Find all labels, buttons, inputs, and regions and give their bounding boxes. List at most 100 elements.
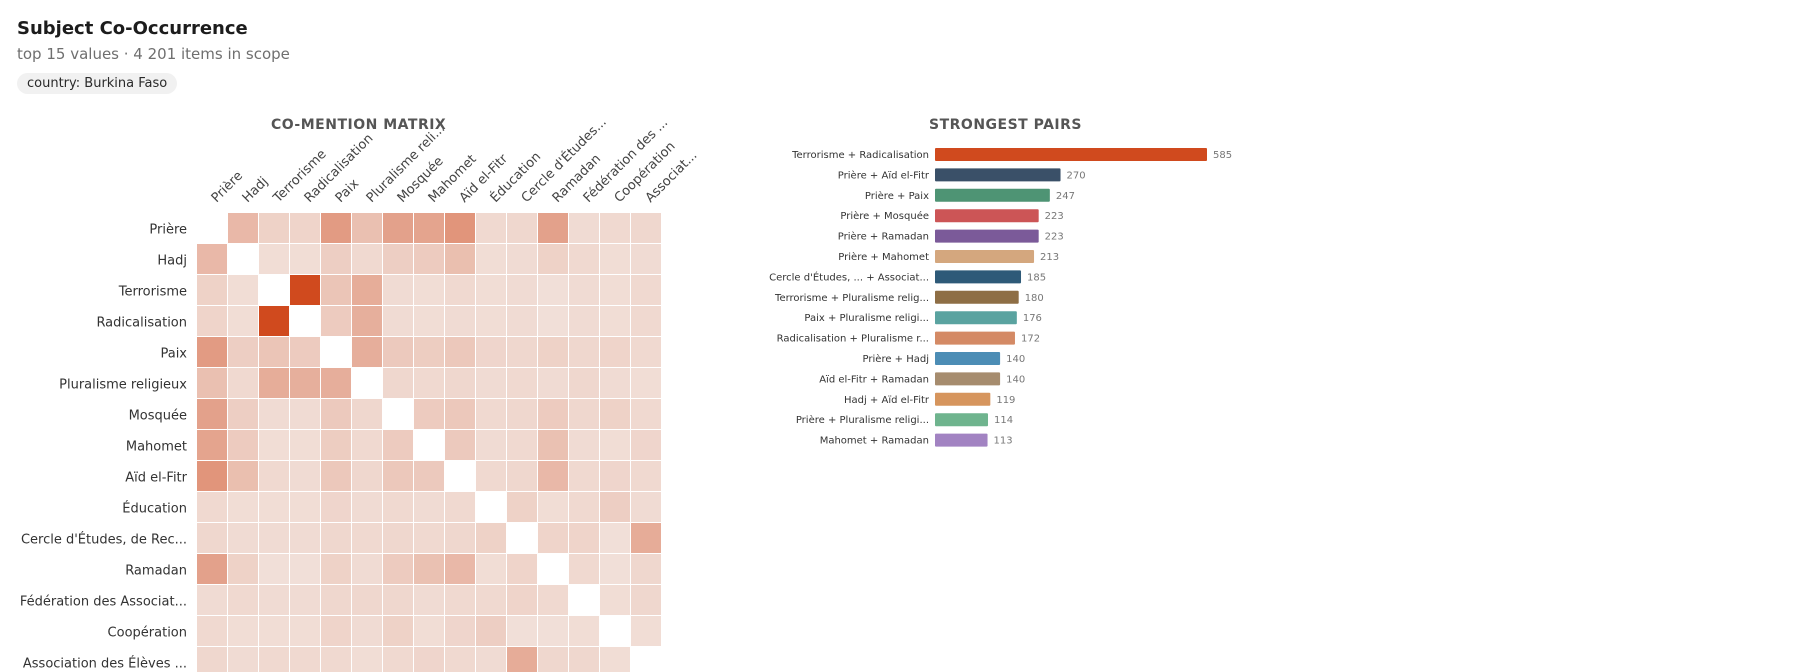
matrix-cell[interactable] (631, 616, 661, 646)
pair-bar[interactable] (935, 229, 1039, 243)
matrix-cell[interactable] (631, 244, 661, 274)
matrix-cell[interactable] (383, 616, 413, 646)
matrix-cell[interactable] (228, 523, 258, 553)
matrix-cell[interactable] (321, 585, 351, 615)
matrix-cell[interactable] (321, 399, 351, 429)
matrix-cell[interactable] (476, 430, 506, 460)
matrix-cell[interactable] (600, 492, 630, 522)
matrix-cell[interactable] (352, 244, 382, 274)
matrix-cell[interactable] (538, 461, 568, 491)
matrix-cell[interactable] (352, 275, 382, 305)
pair-bar[interactable] (935, 168, 1061, 182)
matrix-cell[interactable] (600, 275, 630, 305)
matrix-cell[interactable] (476, 523, 506, 553)
matrix-cell[interactable] (445, 647, 475, 672)
matrix-cell[interactable] (290, 275, 320, 305)
matrix-cell[interactable] (476, 275, 506, 305)
matrix-cell[interactable] (197, 492, 227, 522)
matrix-cell[interactable] (383, 213, 413, 243)
matrix-cell[interactable] (414, 399, 444, 429)
matrix-cell[interactable] (631, 213, 661, 243)
matrix-cell[interactable] (414, 461, 444, 491)
matrix-cell[interactable] (569, 430, 599, 460)
matrix-cell[interactable] (445, 213, 475, 243)
matrix-cell[interactable] (414, 368, 444, 398)
matrix-cell[interactable] (507, 616, 537, 646)
matrix-cell[interactable] (507, 585, 537, 615)
matrix-cell[interactable] (538, 585, 568, 615)
matrix-cell[interactable] (631, 585, 661, 615)
matrix-cell[interactable] (507, 275, 537, 305)
matrix-cell[interactable] (538, 337, 568, 367)
matrix-cell[interactable] (445, 275, 475, 305)
matrix-cell[interactable] (321, 554, 351, 584)
matrix-cell[interactable] (445, 368, 475, 398)
matrix-cell[interactable] (383, 244, 413, 274)
matrix-cell[interactable] (414, 647, 444, 672)
matrix-cell[interactable] (321, 244, 351, 274)
matrix-cell[interactable] (259, 585, 289, 615)
matrix-cell[interactable] (569, 368, 599, 398)
matrix-cell[interactable] (445, 430, 475, 460)
matrix-cell[interactable] (321, 461, 351, 491)
matrix-cell[interactable] (352, 647, 382, 672)
matrix-cell[interactable] (321, 492, 351, 522)
matrix-cell[interactable] (600, 430, 630, 460)
matrix-cell[interactable] (321, 213, 351, 243)
matrix-cell[interactable] (476, 306, 506, 336)
pair-bar[interactable] (935, 433, 988, 447)
matrix-cell[interactable] (228, 585, 258, 615)
matrix-cell[interactable] (352, 368, 382, 398)
matrix-cell[interactable] (259, 306, 289, 336)
matrix-cell[interactable] (600, 647, 630, 672)
matrix-cell[interactable] (569, 585, 599, 615)
pair-bar[interactable] (935, 392, 991, 406)
matrix-cell[interactable] (352, 523, 382, 553)
matrix-cell[interactable] (414, 275, 444, 305)
matrix-cell[interactable] (290, 647, 320, 672)
matrix-cell[interactable] (538, 244, 568, 274)
matrix-cell[interactable] (197, 430, 227, 460)
matrix-cell[interactable] (445, 306, 475, 336)
matrix-cell[interactable] (414, 585, 444, 615)
matrix-cell[interactable] (352, 306, 382, 336)
matrix-cell[interactable] (197, 399, 227, 429)
matrix-cell[interactable] (290, 213, 320, 243)
matrix-cell[interactable] (228, 647, 258, 672)
matrix-cell[interactable] (569, 306, 599, 336)
matrix-cell[interactable] (197, 647, 227, 672)
pair-bar[interactable] (935, 270, 1022, 284)
matrix-cell[interactable] (383, 585, 413, 615)
matrix-cell[interactable] (507, 399, 537, 429)
matrix-cell[interactable] (228, 430, 258, 460)
matrix-cell[interactable] (569, 616, 599, 646)
matrix-cell[interactable] (631, 647, 661, 672)
matrix-cell[interactable] (476, 213, 506, 243)
matrix-cell[interactable] (569, 244, 599, 274)
matrix-cell[interactable] (600, 616, 630, 646)
matrix-cell[interactable] (631, 275, 661, 305)
matrix-cell[interactable] (445, 399, 475, 429)
matrix-cell[interactable] (290, 492, 320, 522)
matrix-cell[interactable] (321, 337, 351, 367)
matrix-cell[interactable] (197, 306, 227, 336)
matrix-cell[interactable] (290, 244, 320, 274)
matrix-cell[interactable] (259, 213, 289, 243)
matrix-cell[interactable] (414, 244, 444, 274)
matrix-cell[interactable] (507, 244, 537, 274)
pair-bar[interactable] (935, 148, 1207, 161)
matrix-cell[interactable] (290, 337, 320, 367)
matrix-cell[interactable] (507, 337, 537, 367)
matrix-cell[interactable] (290, 554, 320, 584)
matrix-cell[interactable] (228, 492, 258, 522)
matrix-cell[interactable] (352, 213, 382, 243)
matrix-cell[interactable] (197, 368, 227, 398)
matrix-cell[interactable] (259, 616, 289, 646)
matrix-cell[interactable] (197, 213, 227, 243)
matrix-cell[interactable] (631, 368, 661, 398)
matrix-cell[interactable] (228, 275, 258, 305)
matrix-cell[interactable] (538, 430, 568, 460)
matrix-cell[interactable] (445, 523, 475, 553)
matrix-cell[interactable] (445, 554, 475, 584)
matrix-cell[interactable] (600, 554, 630, 584)
